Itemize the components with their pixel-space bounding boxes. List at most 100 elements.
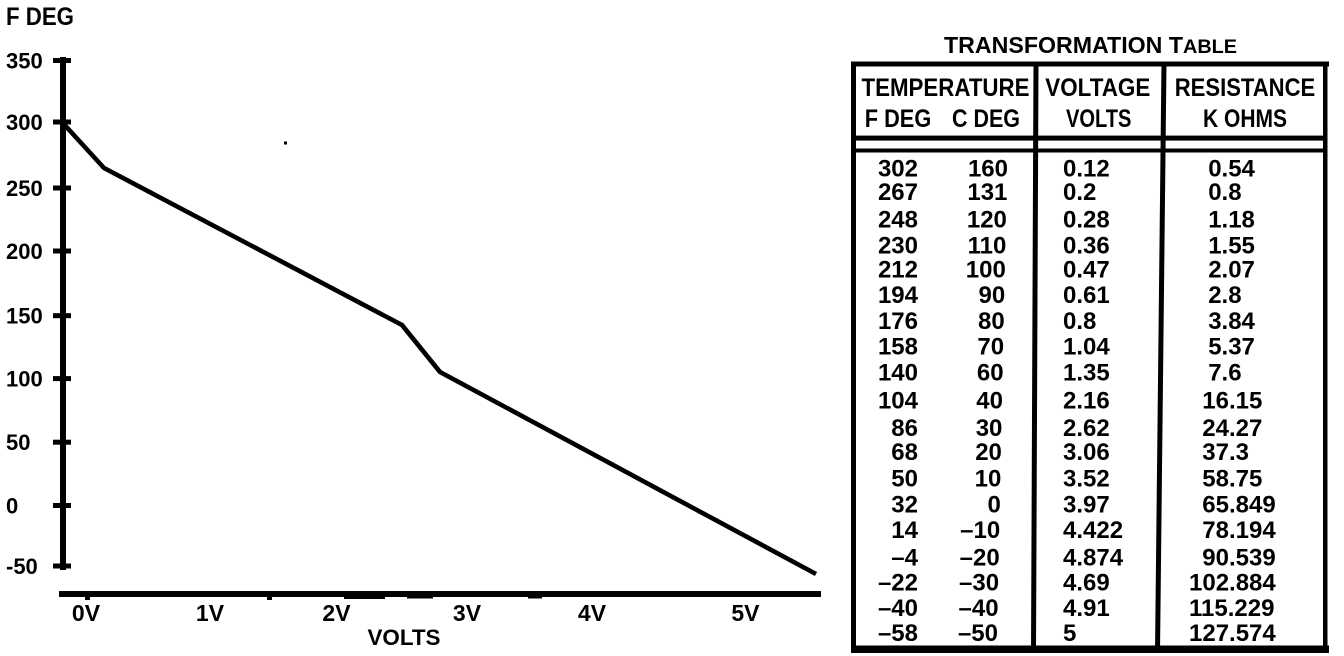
svg-text:37.3: 37.3 [1202, 439, 1249, 466]
svg-text:194: 194 [878, 282, 919, 309]
svg-text:248: 248 [878, 207, 918, 234]
svg-text:1.18: 1.18 [1208, 207, 1255, 234]
svg-text:86: 86 [891, 415, 918, 442]
svg-text:2.07: 2.07 [1208, 257, 1255, 284]
svg-text:176: 176 [878, 308, 918, 335]
svg-text:90.539: 90.539 [1202, 544, 1275, 571]
svg-text:3.52: 3.52 [1063, 466, 1110, 493]
svg-text:2.62: 2.62 [1063, 415, 1110, 442]
svg-text:–58: –58 [878, 620, 918, 647]
svg-text:4V: 4V [578, 600, 607, 626]
svg-text:3V: 3V [453, 600, 482, 626]
svg-text:160: 160 [968, 155, 1008, 182]
svg-text:24.27: 24.27 [1202, 415, 1262, 442]
svg-text:1.55: 1.55 [1208, 233, 1255, 260]
svg-text:VOLTAGE: VOLTAGE [1045, 74, 1150, 102]
svg-text:350: 350 [6, 49, 43, 74]
svg-text:TEMPERATURE: TEMPERATURE [862, 74, 1030, 102]
svg-text:1.35: 1.35 [1063, 360, 1110, 387]
svg-text:2.16: 2.16 [1063, 388, 1110, 415]
svg-text:0.54: 0.54 [1208, 155, 1255, 182]
svg-text:68: 68 [891, 439, 918, 466]
svg-text:VOLTS: VOLTS [1066, 105, 1132, 133]
svg-text:90: 90 [978, 282, 1005, 309]
svg-text:0.28: 0.28 [1063, 207, 1110, 234]
svg-text:RESISTANCE: RESISTANCE [1175, 74, 1316, 102]
svg-text:–4: –4 [891, 544, 918, 571]
svg-text:–30: –30 [959, 570, 999, 597]
svg-text:110: 110 [968, 233, 1007, 260]
svg-text:50: 50 [891, 466, 918, 493]
svg-text:TRANSFORMATION TABLE: TRANSFORMATION TABLE [944, 32, 1237, 58]
svg-text:14: 14 [891, 517, 918, 544]
svg-text:4.91: 4.91 [1063, 595, 1110, 622]
svg-text:80: 80 [978, 308, 1005, 335]
svg-text:–20: –20 [960, 544, 1000, 571]
svg-text:302: 302 [878, 155, 918, 182]
svg-text:267: 267 [878, 179, 918, 206]
svg-text:2.8: 2.8 [1208, 282, 1241, 309]
svg-text:C DEG: C DEG [952, 105, 1020, 133]
svg-text:0: 0 [987, 492, 1000, 519]
svg-text:100: 100 [966, 257, 1006, 284]
svg-text:4.422: 4.422 [1063, 517, 1123, 544]
svg-text:5V: 5V [731, 600, 760, 626]
svg-text:–10: –10 [960, 517, 1000, 544]
svg-text:3.06: 3.06 [1063, 439, 1110, 466]
svg-text:–50: –50 [958, 620, 998, 647]
svg-text:0.8: 0.8 [1063, 308, 1096, 335]
svg-text:50: 50 [6, 430, 30, 455]
svg-text:102.884: 102.884 [1189, 570, 1276, 597]
svg-text:0.2: 0.2 [1063, 179, 1096, 206]
svg-text:0.36: 0.36 [1063, 233, 1110, 260]
svg-text:150: 150 [6, 304, 43, 329]
svg-text:212: 212 [878, 257, 918, 284]
svg-text:250: 250 [6, 176, 43, 201]
svg-text:5: 5 [1063, 620, 1076, 647]
svg-text:7.6: 7.6 [1208, 360, 1241, 387]
svg-text:100: 100 [6, 367, 43, 392]
svg-text:104: 104 [878, 388, 919, 415]
svg-text:158: 158 [878, 334, 918, 361]
svg-text:40: 40 [976, 388, 1003, 415]
svg-text:32: 32 [891, 492, 918, 519]
svg-text:65.849: 65.849 [1202, 492, 1275, 519]
svg-text:230: 230 [878, 233, 918, 260]
svg-text:–22: –22 [878, 570, 918, 597]
svg-text:30: 30 [976, 415, 1003, 442]
svg-text:115.229: 115.229 [1189, 595, 1274, 622]
svg-text:0.61: 0.61 [1063, 282, 1110, 309]
svg-text:16.15: 16.15 [1202, 388, 1262, 415]
svg-text:2V: 2V [322, 600, 351, 626]
svg-text:60: 60 [977, 360, 1004, 387]
svg-text:300: 300 [6, 110, 43, 135]
svg-text:0.8: 0.8 [1208, 179, 1241, 206]
svg-text:0.12: 0.12 [1063, 155, 1110, 182]
svg-text:1V: 1V [196, 600, 225, 626]
svg-text:VOLTS: VOLTS [368, 625, 441, 650]
svg-text:4.69: 4.69 [1063, 570, 1110, 597]
svg-text:5.37: 5.37 [1208, 334, 1255, 361]
svg-text:3.84: 3.84 [1208, 308, 1255, 335]
svg-text:10: 10 [975, 466, 1002, 493]
svg-text:58.75: 58.75 [1202, 466, 1262, 493]
svg-text:78.194: 78.194 [1202, 517, 1276, 544]
svg-text:F DEG: F DEG [865, 105, 932, 133]
svg-text:K OHMS: K OHMS [1203, 105, 1287, 133]
svg-text:4.874: 4.874 [1063, 544, 1124, 571]
svg-text:127.574: 127.574 [1189, 620, 1276, 647]
svg-text:1.04: 1.04 [1063, 334, 1110, 361]
svg-text:–40: –40 [959, 595, 999, 622]
svg-text:70: 70 [977, 334, 1004, 361]
svg-text:0: 0 [6, 494, 18, 519]
svg-text:200: 200 [6, 239, 43, 264]
svg-text:–40: –40 [878, 595, 918, 622]
svg-text:20: 20 [975, 439, 1002, 466]
svg-text:131: 131 [967, 179, 1007, 206]
svg-text:140: 140 [878, 360, 918, 387]
svg-text:0.47: 0.47 [1063, 257, 1110, 284]
svg-text:F DEG: F DEG [6, 3, 74, 31]
svg-text:3.97: 3.97 [1063, 492, 1110, 519]
svg-text:120: 120 [967, 207, 1007, 234]
svg-text:0V: 0V [72, 600, 101, 626]
